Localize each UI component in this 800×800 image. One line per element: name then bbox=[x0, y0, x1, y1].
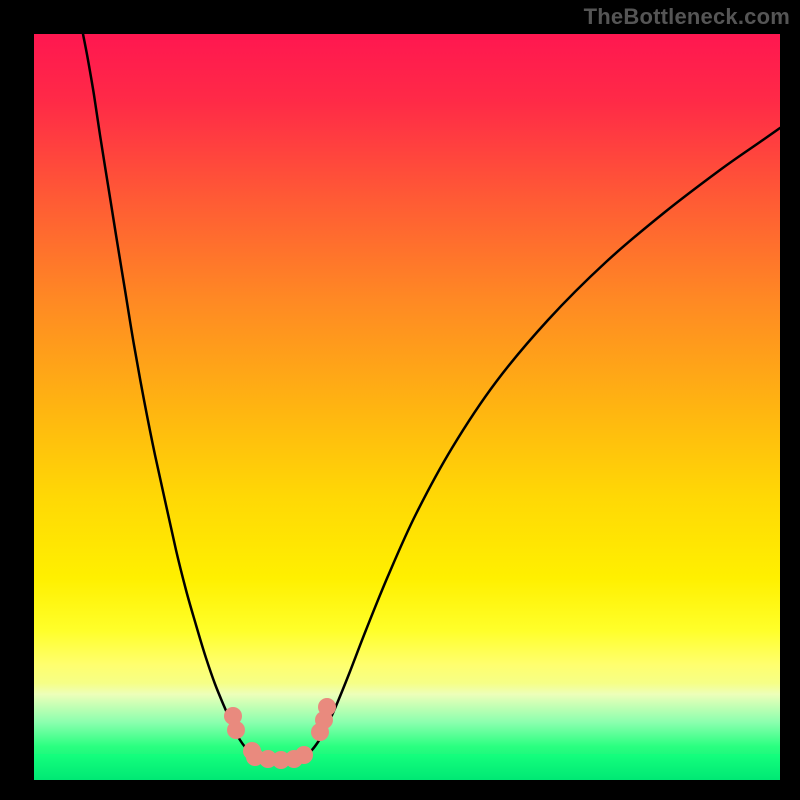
green-band bbox=[34, 754, 780, 780]
gradient-panel bbox=[34, 34, 780, 780]
watermark-text: TheBottleneck.com bbox=[584, 4, 790, 30]
chart-background bbox=[0, 0, 800, 800]
chart-root: TheBottleneck.com bbox=[0, 0, 800, 800]
